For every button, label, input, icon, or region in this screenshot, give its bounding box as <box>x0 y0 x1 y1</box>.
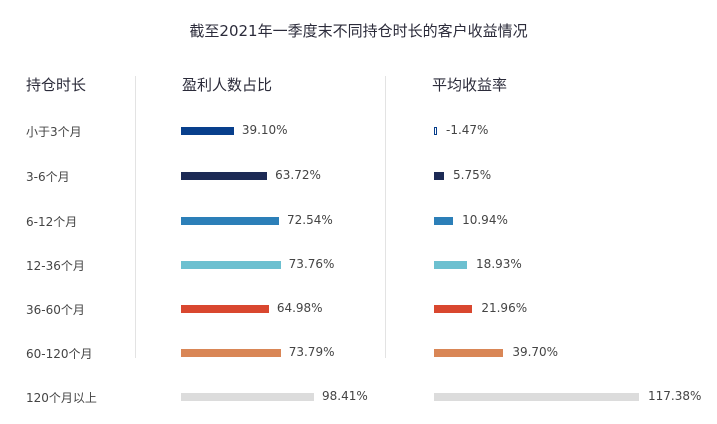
column-divider <box>385 76 386 358</box>
profit-ratio-column-header: 盈利人数占比 <box>182 76 273 94</box>
row-label: 36-60个月 <box>26 303 85 317</box>
avg-return-value: 21.96% <box>481 301 528 315</box>
avg-return-bar <box>434 217 454 225</box>
profit-ratio-value: 72.54% <box>287 213 333 227</box>
profit-ratio-value: 63.72% <box>275 168 321 182</box>
avg-return-value: -1.47% <box>446 123 489 137</box>
avg-return-bar <box>434 172 445 180</box>
profit-ratio-bar <box>181 393 314 401</box>
avg-return-value: 117.38% <box>648 389 702 403</box>
duration-column-header: 持仓时长 <box>26 76 87 94</box>
avg-return-column-header: 平均收益率 <box>432 76 508 94</box>
profit-ratio-bar <box>181 261 281 269</box>
profit-ratio-value: 64.98% <box>276 301 323 315</box>
avg-return-bar <box>434 393 639 401</box>
avg-return-bar <box>434 305 473 313</box>
profit-ratio-value: 73.76% <box>288 257 335 271</box>
row-label: 3-6个月 <box>26 170 70 184</box>
row-label: 60-120个月 <box>26 347 93 361</box>
row-label: 120个月以上 <box>26 391 97 405</box>
profit-ratio-bar <box>181 349 281 357</box>
chart-title: 截至2021年一季度末不同持仓时长的客户收益情况 <box>189 22 528 40</box>
avg-return-value: 39.70% <box>512 345 559 359</box>
row-label: 小于3个月 <box>26 125 82 139</box>
column-divider <box>135 76 136 358</box>
avg-return-value: 5.75% <box>453 168 492 182</box>
profit-ratio-bar <box>181 217 280 225</box>
profit-ratio-bar <box>181 305 269 313</box>
avg-return-value: 10.94% <box>462 213 508 227</box>
profit-ratio-bar <box>181 127 234 135</box>
profit-ratio-value: 98.41% <box>322 389 368 403</box>
avg-return-value: 18.93% <box>476 257 522 271</box>
row-label: 12-36个月 <box>26 259 85 273</box>
profit-ratio-value: 73.79% <box>288 345 335 359</box>
avg-return-bar <box>434 127 437 135</box>
row-label: 6-12个月 <box>26 215 78 229</box>
avg-return-bar <box>434 261 468 269</box>
avg-return-bar <box>434 349 504 357</box>
profit-ratio-value: 39.10% <box>241 123 288 137</box>
profit-ratio-bar <box>181 172 268 180</box>
